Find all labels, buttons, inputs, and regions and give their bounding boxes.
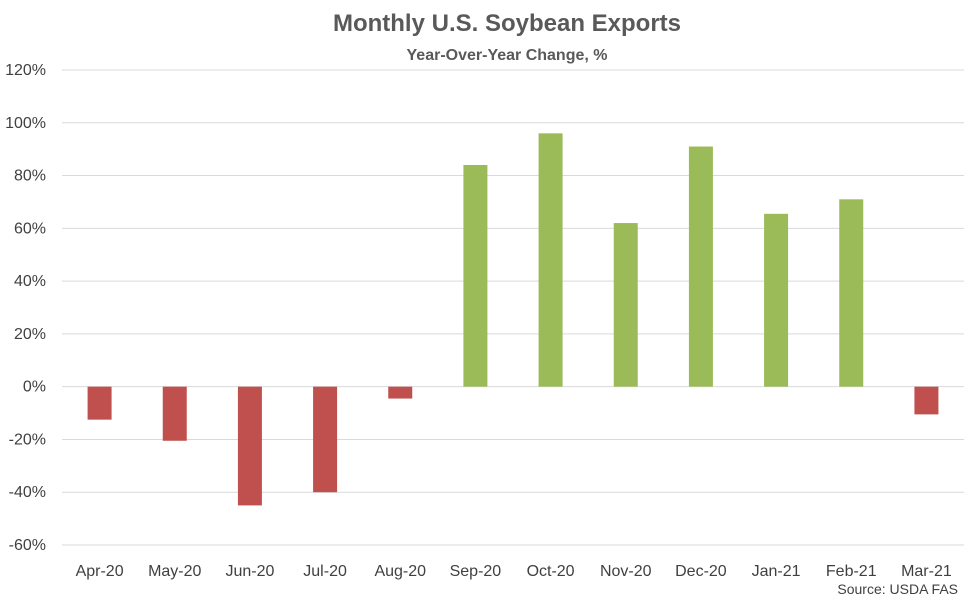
x-tick-label: May-20 (148, 563, 201, 580)
chart-title: Monthly U.S. Soybean Exports (333, 10, 681, 37)
y-tick-label: 0% (23, 379, 46, 396)
y-tick-label: 60% (14, 220, 46, 237)
y-tick-label: -60% (9, 537, 46, 554)
bar (313, 386, 338, 493)
y-tick-label: 120% (5, 62, 46, 79)
bar (388, 386, 413, 399)
x-tick-label: Apr-20 (76, 563, 124, 580)
bar (688, 146, 713, 387)
bar (538, 133, 563, 387)
y-tick-label: 80% (14, 168, 46, 185)
x-axis-tick-labels: Apr-20 May-20 Jun-20 Jul-20 Aug-20 Sep-20 Oct-… (76, 563, 952, 580)
bar (237, 386, 262, 506)
y-tick-label: -20% (9, 431, 46, 448)
bar (764, 213, 789, 387)
bar (839, 199, 864, 387)
x-tick-label: Jul-20 (303, 563, 347, 580)
x-tick-label: Oct-20 (527, 563, 575, 580)
x-tick-label: Jan-21 (752, 563, 801, 580)
source-note: Source: USDA FAS (837, 581, 958, 597)
bar (463, 165, 488, 387)
y-tick-label: 100% (5, 115, 46, 132)
y-tick-label: 40% (14, 273, 46, 290)
bar (87, 386, 112, 420)
chart-subtitle: Year-Over-Year Change, % (407, 47, 608, 64)
x-tick-label: Sep-20 (450, 563, 502, 580)
x-tick-label: Nov-20 (600, 563, 652, 580)
y-tick-label: -40% (9, 484, 46, 501)
x-tick-label: Jun-20 (225, 563, 274, 580)
bar (613, 223, 638, 387)
y-tick-label: 20% (14, 326, 46, 343)
bar (162, 386, 187, 441)
bars (87, 133, 939, 506)
gridlines (62, 69, 964, 546)
x-tick-label: Aug-20 (374, 563, 426, 580)
bar (914, 386, 939, 415)
y-axis-tick-labels: -60% -40% -20% 0% 20% 40% 60% 80% 100% 120% (5, 62, 46, 554)
x-tick-label: Dec-20 (675, 563, 727, 580)
x-tick-label: Feb-21 (826, 563, 877, 580)
x-tick-label: Mar-21 (901, 563, 952, 580)
